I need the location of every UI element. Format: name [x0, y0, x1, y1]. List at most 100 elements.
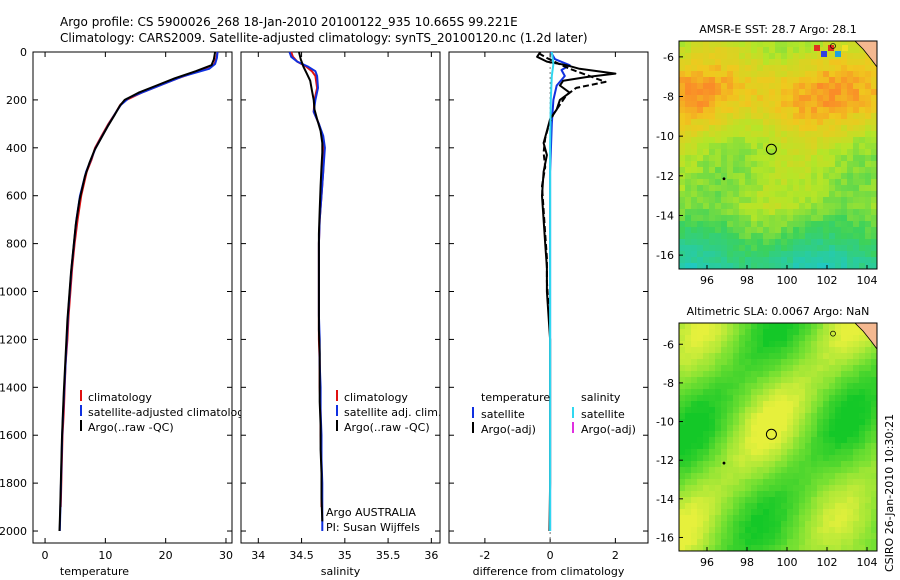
- sst-map-cell: [769, 83, 776, 90]
- sla-map-cell: [823, 359, 830, 366]
- sla-map-cell: [697, 383, 704, 390]
- sst-map-cell: [769, 95, 776, 102]
- sla-map-cell: [853, 329, 860, 336]
- sla-map-cell: [739, 323, 746, 330]
- sst-map-cell: [679, 47, 686, 54]
- difference-legend-entry: satellite: [581, 408, 625, 421]
- sst-map-cell: [703, 155, 710, 162]
- sst-map-cell: [769, 125, 776, 132]
- sla-map-cell: [799, 431, 806, 438]
- sla-map-cell: [781, 521, 788, 528]
- sst-map-cell: [781, 101, 788, 108]
- sla-map-cell: [829, 425, 836, 432]
- sla-map-cell: [763, 359, 770, 366]
- sst-map-cell: [727, 191, 734, 198]
- sla-map-cell: [709, 539, 716, 546]
- sla-map-cell: [871, 467, 878, 474]
- sla-map-cell: [691, 533, 698, 540]
- sla-map-cell: [769, 545, 776, 552]
- sst-map-cell: [847, 173, 854, 180]
- sst-map-cell: [805, 185, 812, 192]
- sst-map-cell: [781, 257, 788, 264]
- sla-map-cell: [853, 431, 860, 438]
- sla-map-cell: [751, 359, 758, 366]
- sst-map-cell: [799, 203, 806, 210]
- sst-map-cell: [703, 203, 710, 210]
- sst-map-cell: [775, 113, 782, 120]
- sst-map-cell: [679, 119, 686, 126]
- sst-map-cell: [703, 83, 710, 90]
- sst-map-cell: [691, 155, 698, 162]
- sst-map-cell: [697, 227, 704, 234]
- sla-map-cell: [859, 395, 866, 402]
- sla-map-cell: [841, 419, 848, 426]
- sla-map-cell: [799, 437, 806, 444]
- sst-map-cell: [859, 215, 866, 222]
- temperature-x-tick-label: 20: [159, 549, 173, 562]
- sst-map-cell: [823, 47, 830, 54]
- sla-map-cell: [733, 419, 740, 426]
- sst-map-cell: [805, 251, 812, 258]
- sst-map-cell: [691, 71, 698, 78]
- sst-map-cell: [727, 245, 734, 252]
- sla-map-cell: [727, 437, 734, 444]
- sla-map-cell: [847, 341, 854, 348]
- sst-map-cell: [685, 233, 692, 240]
- sla-map-cell: [721, 323, 728, 330]
- sst-map-cell: [721, 95, 728, 102]
- sla-map-cell: [781, 509, 788, 516]
- sst-map-cell: [823, 149, 830, 156]
- sla-map-cell: [703, 467, 710, 474]
- sst-map-cell: [709, 191, 716, 198]
- sla-map-cell: [733, 449, 740, 456]
- sla-map-cell: [751, 461, 758, 468]
- sst-map-cell: [769, 173, 776, 180]
- sst-map-cell: [799, 143, 806, 150]
- sla-map-cell: [745, 371, 752, 378]
- sla-map-cell: [697, 347, 704, 354]
- sst-map-cell: [733, 173, 740, 180]
- sla-map-cell: [739, 461, 746, 468]
- sla-map-cell: [751, 323, 758, 330]
- sla-map-cell: [685, 479, 692, 486]
- sst-map-cell: [709, 161, 716, 168]
- sst-map-cell: [739, 215, 746, 222]
- sla-map-cell: [751, 509, 758, 516]
- sst-map-cell: [811, 233, 818, 240]
- sst-map-cell: [679, 167, 686, 174]
- sst-map-cell: [751, 215, 758, 222]
- sla-map-cell: [775, 437, 782, 444]
- sst-map-cell: [703, 239, 710, 246]
- sla-map-cell: [793, 329, 800, 336]
- sst-map-cell: [811, 101, 818, 108]
- sla-map-cell: [793, 371, 800, 378]
- sla-map-cell: [781, 401, 788, 408]
- sla-map-cell: [727, 425, 734, 432]
- sst-map-cell: [775, 173, 782, 180]
- sst-map-cell: [853, 101, 860, 108]
- sst-map-cell: [847, 185, 854, 192]
- sla-map-cell: [769, 353, 776, 360]
- sla-map-cell: [805, 461, 812, 468]
- sla-map-cell: [703, 509, 710, 516]
- sst-map-cell: [817, 107, 824, 114]
- sst-map-cell: [793, 131, 800, 138]
- sst-map-cell: [721, 89, 728, 96]
- sla-map-cell: [679, 389, 686, 396]
- sst-map-cell: [853, 245, 860, 252]
- sla-map-cell: [727, 353, 734, 360]
- sla-map-cell: [757, 521, 764, 528]
- sst-map-cell: [739, 197, 746, 204]
- sla-map-cell: [715, 395, 722, 402]
- sst-map-cell: [709, 233, 716, 240]
- sst-map-cell: [691, 239, 698, 246]
- sst-map-cell: [769, 41, 776, 48]
- sst-map-cell: [757, 71, 764, 78]
- sst-map-cell: [715, 143, 722, 150]
- sla-map-cell: [859, 407, 866, 414]
- sst-map-cell: [769, 167, 776, 174]
- sst-map-cell: [757, 89, 764, 96]
- sst-map-cell: [757, 47, 764, 54]
- sst-map-cell: [697, 191, 704, 198]
- sst-map-cell: [769, 107, 776, 114]
